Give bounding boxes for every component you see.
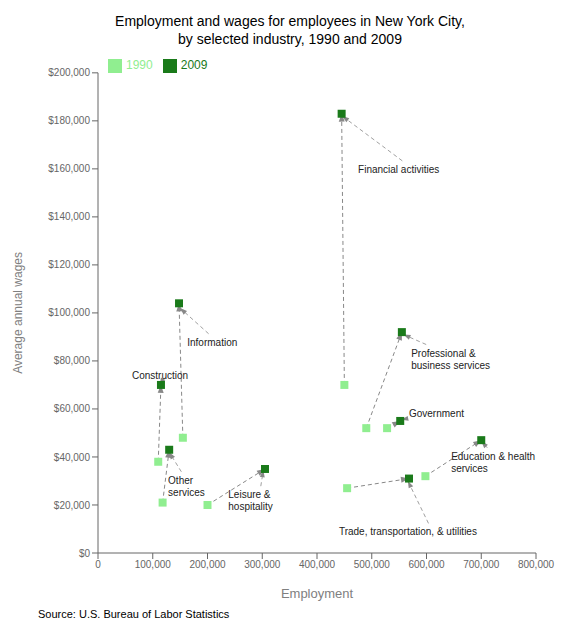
html-text:2009: 2009 — [180, 58, 208, 72]
svg-text:$120,000: $120,000 — [48, 259, 90, 270]
html-text:1990: 1990 — [126, 58, 153, 72]
svg-text:Trade, transportation, & utili: Trade, transportation, & utilities — [339, 526, 477, 537]
svg-text:100,000: 100,000 — [135, 559, 172, 570]
svg-text:Financial activities: Financial activities — [358, 163, 439, 174]
svg-text:Leisure &hospitality: Leisure &hospitality — [228, 489, 272, 512]
svg-text:$60,000: $60,000 — [54, 403, 91, 414]
svg-text:$80,000: $80,000 — [54, 355, 91, 366]
svg-text:$40,000: $40,000 — [54, 452, 91, 463]
svg-text:Professional &business service: Professional &business services — [411, 347, 490, 370]
svg-text:Construction: Construction — [132, 370, 188, 381]
svg-text:Education & healthservices: Education & healthservices — [451, 450, 535, 473]
svg-text:400,000: 400,000 — [299, 559, 336, 570]
svg-text:$180,000: $180,000 — [48, 115, 90, 126]
svg-text:$20,000: $20,000 — [54, 500, 91, 511]
svg-text:0: 0 — [95, 559, 101, 570]
svg-text:Average annual wages: Average annual wages — [11, 252, 25, 374]
svg-text:200,000: 200,000 — [189, 559, 226, 570]
svg-text:500,000: 500,000 — [354, 559, 391, 570]
svg-text:Information: Information — [187, 336, 237, 347]
svg-text:700,000: 700,000 — [463, 559, 500, 570]
svg-text:300,000: 300,000 — [244, 559, 281, 570]
svg-text:600,000: 600,000 — [408, 559, 445, 570]
svg-text:Employment: Employment — [281, 586, 354, 601]
svg-text:$140,000: $140,000 — [48, 211, 90, 222]
html-text:by selected industry, 1990 and: by selected industry, 1990 and 2009 — [178, 31, 402, 47]
html-text:Source: U.S. Bureau of Labor S: Source: U.S. Bureau of Labor Statistics — [38, 608, 230, 620]
html-text:Employment and wages for emplo: Employment and wages for employees in Ne… — [115, 13, 465, 29]
svg-text:$100,000: $100,000 — [48, 307, 90, 318]
svg-text:$200,000: $200,000 — [48, 67, 90, 78]
svg-text:$0: $0 — [79, 548, 91, 559]
svg-text:Otherservices: Otherservices — [168, 474, 205, 497]
svg-text:Government: Government — [409, 407, 464, 418]
svg-text:800,000: 800,000 — [518, 559, 555, 570]
svg-text:$160,000: $160,000 — [48, 163, 90, 174]
